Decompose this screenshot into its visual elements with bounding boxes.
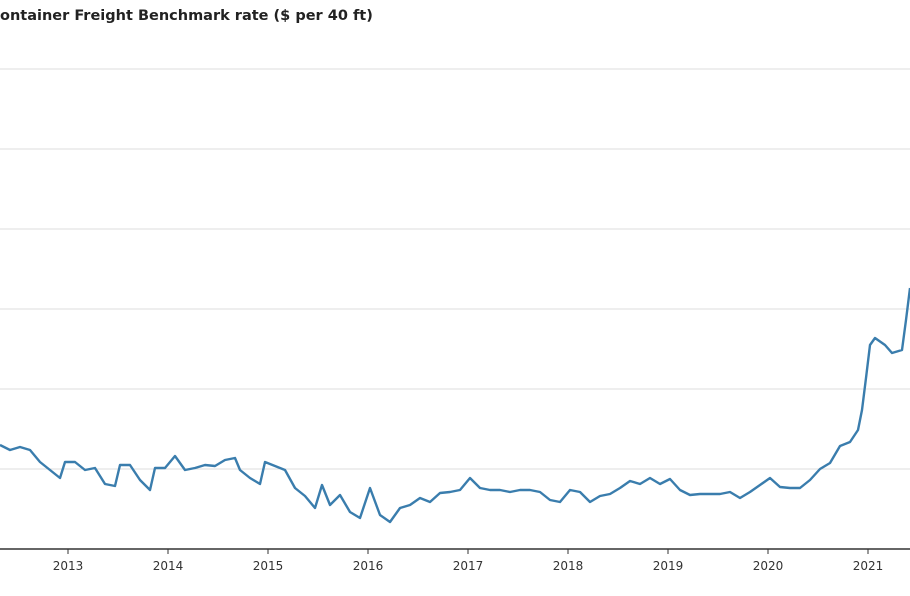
data-line: [0, 287, 910, 524]
x-tick-label: 2017: [453, 559, 484, 573]
x-tick-label: 2019: [653, 559, 684, 573]
x-tick-label: 2015: [253, 559, 284, 573]
x-tick-label: 2018: [553, 559, 584, 573]
x-tick-label: 2014: [153, 559, 184, 573]
x-tick-label: 2013: [53, 559, 84, 573]
x-tick-label: 2020: [753, 559, 784, 573]
x-tick-label: 2021: [853, 559, 884, 573]
x-tick-label: 2016: [353, 559, 384, 573]
chart-title: ontainer Freight Benchmark rate ($ per 4…: [0, 8, 373, 24]
